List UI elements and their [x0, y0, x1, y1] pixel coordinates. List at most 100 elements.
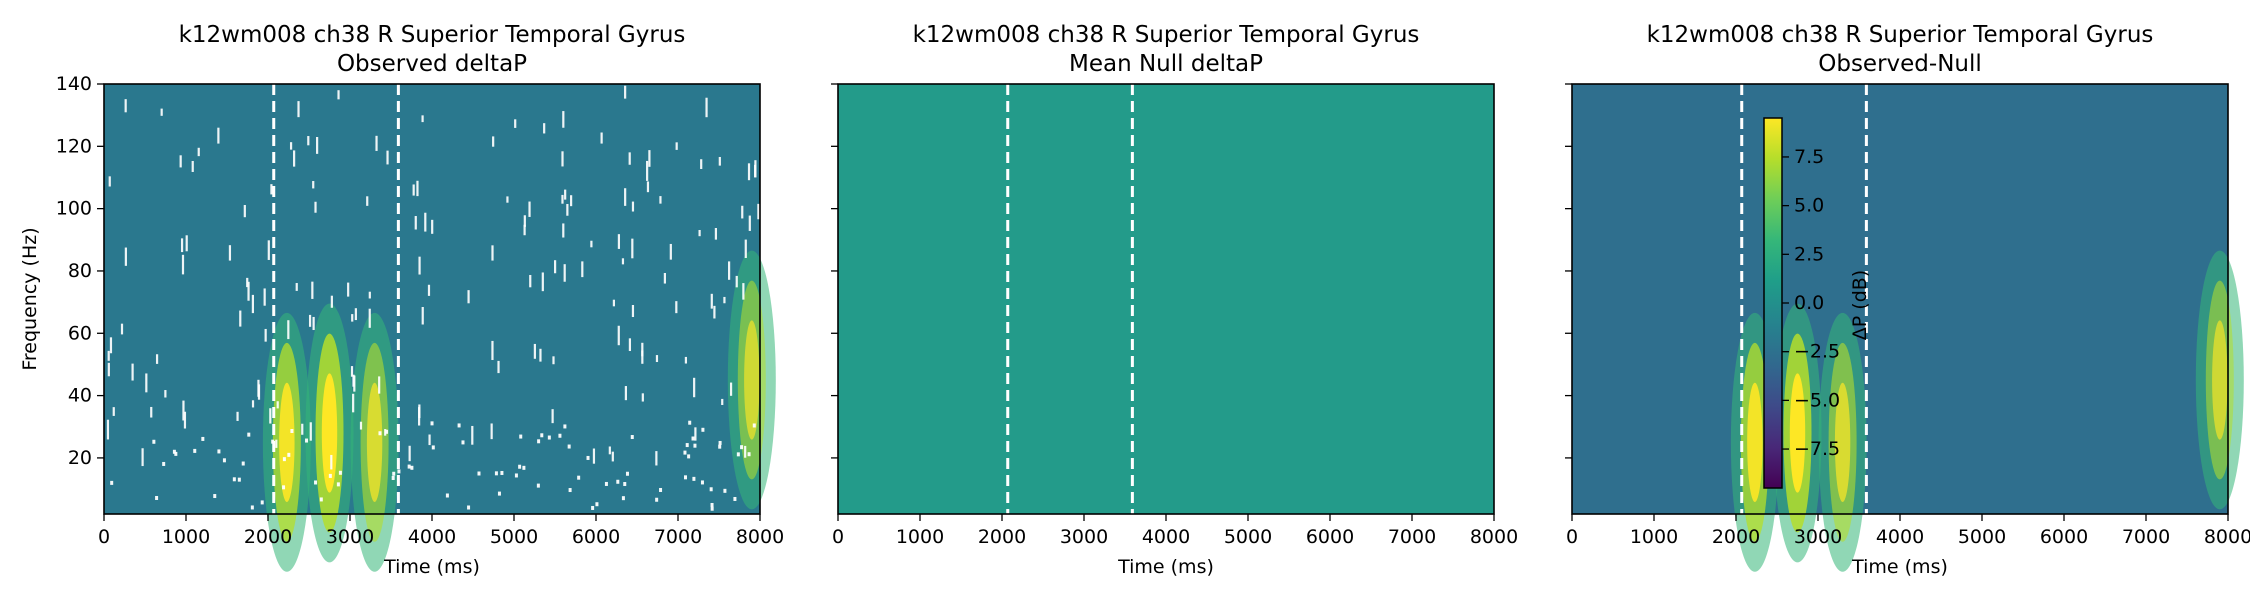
nonsignificant-mask	[289, 142, 293, 150]
nonsignificant-mask	[577, 475, 581, 480]
nonsignificant-mask	[655, 355, 659, 363]
nonsignificant-mask	[247, 432, 251, 437]
activation-blob	[744, 320, 760, 440]
activation-blob	[279, 382, 295, 502]
y-tick-label: 100	[56, 198, 92, 220]
nonsignificant-mask	[733, 496, 737, 501]
nonsignificant-mask	[552, 356, 555, 365]
panel3-title-line2: Observed-Null	[1818, 51, 1982, 77]
y-tick-label: 60	[68, 322, 92, 344]
nonsignificant-mask	[675, 142, 678, 150]
nonsignificant-mask	[366, 196, 369, 206]
nonsignificant-mask	[624, 386, 627, 401]
nonsignificant-mask	[655, 451, 658, 466]
nonsignificant-mask	[430, 421, 434, 426]
nonsignificant-mask	[412, 184, 415, 196]
nonsignificant-mask	[567, 444, 571, 449]
x-tick-label: 0	[832, 526, 844, 548]
nonsignificant-mask	[183, 411, 187, 429]
nonsignificant-mask	[691, 436, 695, 441]
x-tick-label: 2000	[244, 526, 292, 548]
nonsignificant-mask	[742, 283, 745, 300]
colorbar-tick-label: 0.0	[1794, 292, 1824, 314]
nonsignificant-mask	[628, 152, 631, 165]
nonsignificant-mask	[467, 505, 471, 510]
nonsignificant-mask	[646, 160, 649, 181]
nonsignificant-mask	[124, 99, 127, 113]
nonsignificant-mask	[250, 505, 254, 510]
nonsignificant-mask	[744, 445, 747, 458]
nonsignificant-mask	[723, 296, 726, 304]
nonsignificant-mask	[316, 137, 319, 154]
nonsignificant-mask	[683, 450, 687, 455]
nonsignificant-mask	[752, 423, 756, 428]
nonsignificant-mask	[385, 429, 389, 434]
nonsignificant-mask	[407, 464, 411, 469]
nonsignificant-mask	[692, 476, 696, 481]
nonsignificant-mask	[282, 485, 286, 490]
nonsignificant-mask	[735, 275, 738, 288]
nonsignificant-mask	[307, 136, 310, 146]
nonsignificant-mask	[700, 159, 703, 169]
nonsignificant-mask	[736, 452, 740, 457]
nonsignificant-mask	[592, 448, 596, 464]
colorbar-tick-label: −7.5	[1794, 438, 1840, 460]
nonsignificant-mask	[718, 156, 721, 166]
panel3-heatmap-background	[1572, 84, 2228, 514]
nonsignificant-mask	[623, 482, 627, 487]
nonsignificant-mask	[141, 448, 144, 467]
panel-mean-null: k12wm008 ch38 R Superior Temporal Gyrus …	[831, 22, 1518, 578]
nonsignificant-mask	[391, 475, 395, 480]
panel-observed: k12wm008 ch38 R Superior Temporal Gyrus …	[19, 22, 784, 578]
nonsignificant-mask	[431, 219, 434, 234]
nonsignificant-mask	[297, 101, 300, 118]
y-tick-label: 80	[68, 260, 92, 282]
nonsignificant-mask	[523, 215, 526, 227]
nonsignificant-mask	[641, 350, 644, 364]
colorbar-gradient	[1763, 117, 1783, 489]
nonsignificant-mask	[269, 408, 272, 424]
panel2-heatmap	[838, 84, 1494, 514]
nonsignificant-mask	[112, 407, 115, 416]
x-tick-label: 3000	[1060, 526, 1108, 548]
nonsignificant-mask	[641, 342, 644, 357]
nonsignificant-mask	[290, 428, 294, 433]
x-tick-label: 6000	[2040, 526, 2088, 548]
nonsignificant-mask	[247, 281, 250, 301]
nonsignificant-mask	[561, 194, 564, 204]
nonsignificant-mask	[687, 454, 691, 459]
nonsignificant-mask	[414, 216, 417, 230]
nonsignificant-mask	[710, 502, 714, 507]
nonsignificant-mask	[428, 434, 431, 446]
panel3-heatmap	[1572, 84, 2244, 572]
nonsignificant-mask	[754, 160, 757, 178]
nonsignificant-mask	[152, 439, 156, 444]
nonsignificant-mask	[500, 470, 504, 475]
x-tick-label: 1000	[896, 526, 944, 548]
nonsignificant-mask	[155, 495, 159, 500]
nonsignificant-mask	[243, 205, 246, 218]
colorbar-tick-label: −5.0	[1794, 389, 1840, 411]
nonsignificant-mask	[540, 433, 544, 438]
nonsignificant-mask	[264, 328, 267, 342]
x-tick-label: 7000	[654, 526, 702, 548]
nonsignificant-mask	[337, 90, 340, 100]
nonsignificant-mask	[563, 424, 567, 429]
nonsignificant-mask	[232, 477, 236, 482]
nonsignificant-mask	[612, 299, 616, 307]
x-tick-label: 4000	[408, 526, 456, 548]
nonsignificant-mask	[191, 160, 194, 172]
nonsignificant-mask	[359, 421, 363, 430]
nonsignificant-mask	[729, 382, 733, 396]
nonsignificant-mask	[529, 274, 532, 288]
nonsignificant-mask	[631, 304, 635, 318]
x-tick-label: 6000	[1306, 526, 1354, 548]
nonsignificant-mask	[251, 294, 254, 314]
nonsignificant-mask	[688, 420, 692, 425]
nonsignificant-mask	[330, 454, 333, 470]
nonsignificant-mask	[237, 477, 241, 482]
nonsignificant-mask	[305, 438, 309, 443]
nonsignificant-mask	[287, 320, 290, 340]
nonsignificant-mask	[741, 205, 744, 219]
activation-blob	[1789, 373, 1806, 493]
